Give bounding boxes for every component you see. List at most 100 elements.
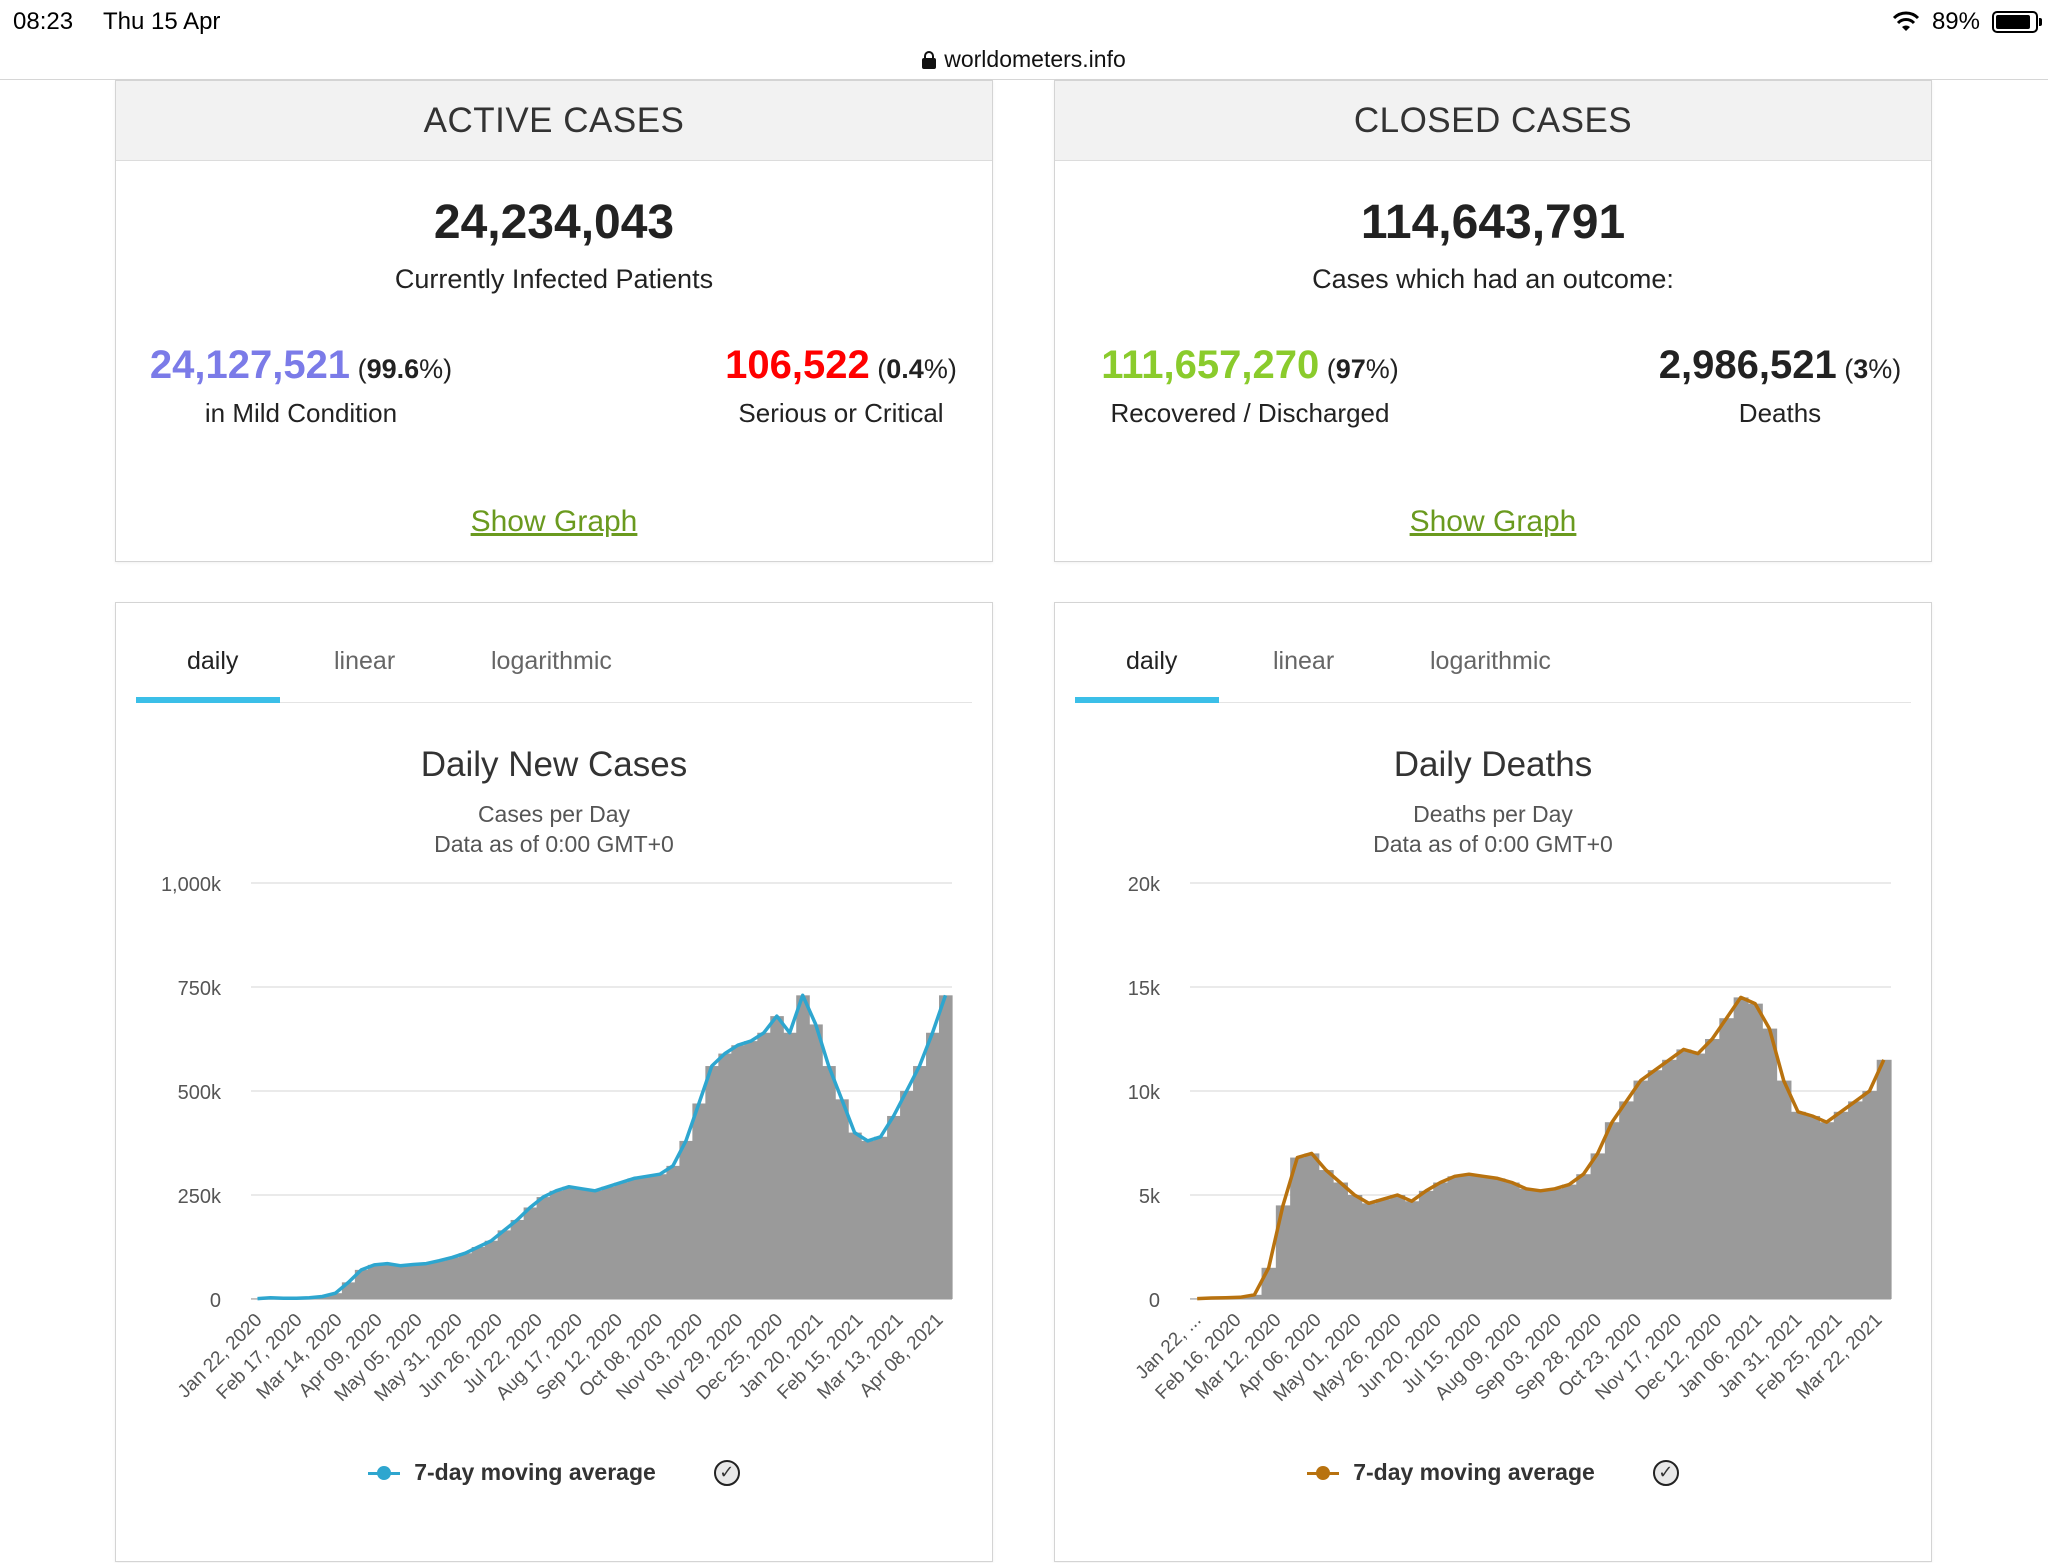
bar (459, 1253, 473, 1299)
bar (407, 1264, 421, 1299)
battery-icon (1992, 11, 2038, 33)
bar (1262, 1268, 1277, 1299)
url-text[interactable]: worldometers.info (944, 46, 1126, 73)
bar (718, 1054, 732, 1299)
bar (1462, 1174, 1477, 1299)
bar (1662, 1060, 1677, 1299)
battery-percent: 89% (1932, 8, 1980, 36)
bar (783, 1033, 797, 1299)
bar (627, 1178, 641, 1299)
active-cases-total-label: Currently Infected Patients (116, 264, 992, 295)
bar (861, 1141, 875, 1299)
mild-value: 24,127,521 (150, 343, 350, 387)
chart-legend[interactable]: 7-day moving average ✓ (1055, 1459, 1931, 1486)
bar (550, 1191, 564, 1299)
bar (537, 1197, 551, 1299)
active-cases-card: ACTIVE CASES 24,234,043 Currently Infect… (115, 80, 993, 562)
bar (692, 1103, 706, 1299)
bar (1448, 1176, 1463, 1299)
bar (1433, 1183, 1448, 1299)
deaths-label: Deaths (1610, 398, 1950, 429)
active-cases-total: 24,234,043 (116, 195, 992, 250)
bar (1834, 1112, 1849, 1299)
check-icon[interactable]: ✓ (714, 1460, 740, 1486)
y-tick-label: 250k (178, 1186, 222, 1208)
bar (874, 1137, 888, 1299)
deaths-percent: 3 (1853, 354, 1868, 384)
bar (809, 1024, 823, 1299)
bar (1333, 1183, 1348, 1299)
bar (1304, 1153, 1319, 1299)
cases-chart-card: daily linear logarithmic Daily New Cases… (115, 602, 993, 1562)
y-tick-label: 20k (1128, 874, 1161, 896)
y-tick-label: 1,000k (161, 874, 222, 896)
bar (1805, 1116, 1820, 1299)
bar (1619, 1101, 1634, 1299)
legend-label[interactable]: 7-day moving average (1353, 1459, 1595, 1486)
status-bar: 08:23 Thu 15 Apr 89% (0, 0, 2048, 40)
y-tick-label: 5k (1139, 1186, 1161, 1208)
deaths-chart-card: daily linear logarithmic Daily Deaths De… (1054, 602, 1932, 1562)
bar (1676, 1049, 1691, 1299)
recovered-stat: 111,657,270 (97%) Recovered / Discharged (1070, 343, 1430, 429)
y-tick-label: 0 (1149, 1290, 1160, 1312)
y-tick-label: 0 (210, 1290, 221, 1312)
bar (757, 1033, 771, 1299)
bar (666, 1166, 680, 1299)
mild-stat: 24,127,521 (99.6%) in Mild Condition (131, 343, 471, 429)
bar (653, 1174, 667, 1299)
recovered-value: 111,657,270 (1101, 343, 1319, 387)
bar (1791, 1112, 1806, 1299)
closed-show-graph-link[interactable]: Show Graph (1055, 505, 1931, 539)
serious-label: Serious or Critical (671, 398, 1011, 429)
active-show-graph-link[interactable]: Show Graph (116, 505, 992, 539)
active-cases-header: ACTIVE CASES (116, 81, 992, 161)
bar (576, 1189, 590, 1299)
bar (1877, 1060, 1892, 1299)
bar (705, 1066, 719, 1299)
bar (1533, 1191, 1548, 1299)
closed-cases-total: 114,643,791 (1055, 195, 1931, 250)
mild-percent: 99.6 (367, 354, 420, 384)
bar (1376, 1199, 1391, 1299)
bar (1605, 1122, 1620, 1299)
bar (822, 1066, 836, 1299)
mild-label: in Mild Condition (131, 398, 471, 429)
bar (394, 1266, 408, 1299)
bar (1819, 1122, 1834, 1299)
bar (744, 1041, 758, 1299)
bar (1648, 1070, 1663, 1299)
bar (1576, 1174, 1591, 1299)
bar (926, 1033, 940, 1299)
bar (1705, 1039, 1720, 1299)
y-tick-label: 500k (178, 1082, 222, 1104)
bar (433, 1261, 447, 1299)
bar (589, 1191, 603, 1299)
closed-cases-card: CLOSED CASES 114,643,791 Cases which had… (1054, 80, 1932, 562)
bar (446, 1257, 460, 1299)
bar (1490, 1178, 1505, 1299)
bar (848, 1133, 862, 1299)
legend-line-icon (1307, 1466, 1339, 1480)
bar (770, 1016, 784, 1299)
bar (1762, 1029, 1777, 1299)
bar (731, 1045, 745, 1299)
bar (1562, 1185, 1577, 1299)
serious-stat: 106,522 (0.4%) Serious or Critical (671, 343, 1011, 429)
url-bar[interactable]: worldometers.info (0, 40, 2048, 80)
status-indicators: 89% (1892, 8, 2038, 36)
chart-legend[interactable]: 7-day moving average ✓ (116, 1459, 992, 1486)
bar (1390, 1195, 1405, 1299)
y-tick-label: 15k (1128, 978, 1161, 1000)
status-time: 08:23 (13, 8, 73, 36)
closed-cases-total-label: Cases which had an outcome: (1055, 264, 1931, 295)
y-tick-label: 10k (1128, 1082, 1161, 1104)
bar (614, 1183, 628, 1299)
bar (563, 1187, 577, 1299)
bar (472, 1247, 486, 1299)
bar (1347, 1195, 1362, 1299)
bar (602, 1187, 616, 1299)
check-icon[interactable]: ✓ (1653, 1460, 1679, 1486)
legend-label[interactable]: 7-day moving average (414, 1459, 656, 1486)
